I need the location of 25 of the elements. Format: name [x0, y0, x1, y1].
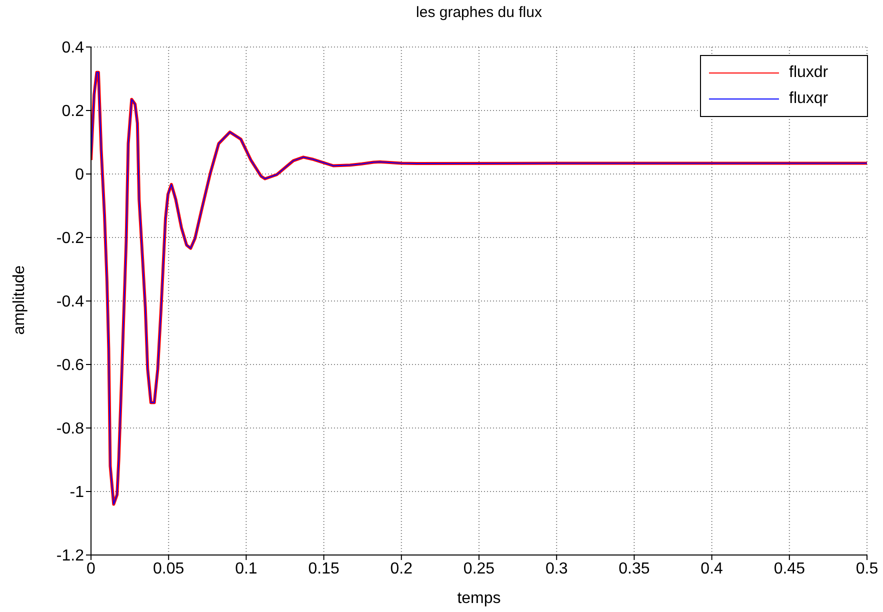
x-tick-label: 0.4 — [700, 560, 724, 578]
y-tick-label: -0.8 — [56, 420, 84, 438]
chart-title: les graphes du flux — [415, 4, 543, 21]
y-tick-label: -0.2 — [56, 230, 84, 248]
y-tick-label: 0.4 — [62, 40, 84, 57]
y-tick-label: -1.2 — [56, 548, 84, 565]
x-tick-label: 0.1 — [235, 560, 258, 578]
x-tick-label: 0.15 — [308, 560, 340, 578]
y-tick-label: 0 — [75, 166, 84, 184]
x-tick-label: 0.3 — [545, 560, 568, 578]
x-tick-label: 0.05 — [153, 560, 184, 578]
x-tick-label: 0.25 — [463, 560, 495, 578]
x-tick-label: 0.2 — [390, 560, 413, 578]
x-axis-title: temps — [456, 590, 502, 608]
x-tick-label: 0.35 — [618, 560, 650, 578]
y-tick-label: 0.2 — [62, 103, 84, 120]
y-tick-label: -1 — [70, 484, 84, 502]
y-tick-label: -0.6 — [56, 357, 84, 374]
x-tick-label: 0.5 — [856, 560, 878, 578]
legend-label: fluxqr — [789, 90, 828, 108]
x-tick-label: 0 — [86, 560, 96, 578]
y-tick-label: -0.4 — [56, 294, 84, 311]
y-axis-title: amplitude — [11, 265, 29, 335]
x-tick-label: 0.45 — [774, 560, 806, 578]
legend-label: fluxdr — [789, 64, 828, 82]
